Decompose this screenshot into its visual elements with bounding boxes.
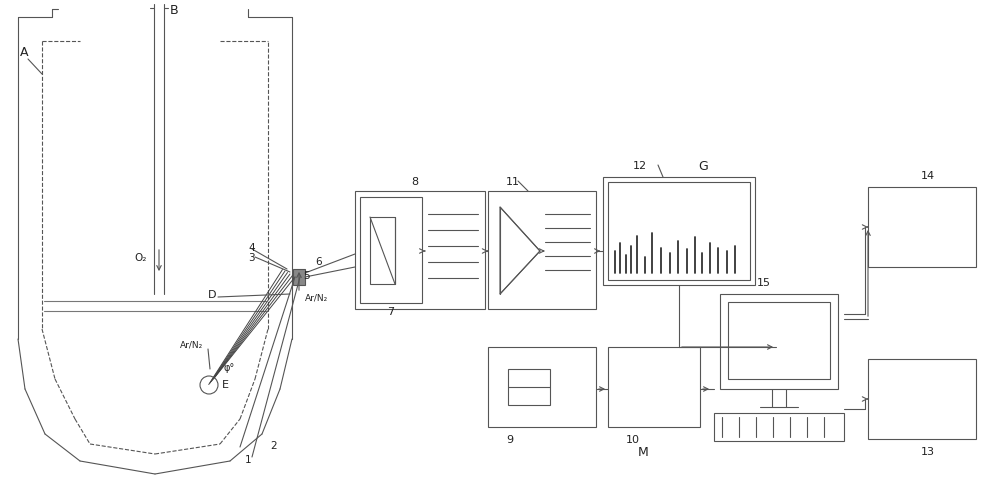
Text: 15: 15 — [757, 278, 771, 288]
Bar — [355, 191, 485, 310]
Bar — [488, 347, 596, 427]
Bar — [714, 413, 844, 441]
Polygon shape — [370, 217, 395, 285]
Text: 1: 1 — [245, 454, 252, 464]
Text: φ°: φ° — [223, 362, 234, 372]
Text: 5: 5 — [303, 271, 310, 281]
Bar — [608, 347, 700, 427]
Text: M: M — [638, 445, 649, 458]
Bar — [603, 178, 755, 286]
Text: 4: 4 — [248, 242, 255, 253]
Text: 13: 13 — [921, 446, 935, 456]
Text: Ar/N₂: Ar/N₂ — [180, 340, 203, 349]
Text: 9: 9 — [506, 434, 513, 444]
Bar — [720, 295, 838, 389]
Bar — [608, 183, 750, 281]
Text: D: D — [208, 290, 217, 300]
Text: 3: 3 — [248, 253, 255, 263]
Text: 2: 2 — [270, 440, 277, 450]
Text: G: G — [698, 159, 708, 172]
Text: A: A — [20, 46, 29, 59]
Bar — [293, 270, 305, 286]
Text: O₂: O₂ — [134, 253, 146, 263]
Text: 12: 12 — [633, 161, 647, 171]
Text: 14: 14 — [921, 171, 935, 181]
Bar — [868, 188, 976, 268]
Circle shape — [200, 376, 218, 394]
Text: Ar/N₂: Ar/N₂ — [305, 293, 328, 302]
Text: E: E — [222, 379, 229, 389]
Text: 10: 10 — [626, 434, 640, 444]
Text: 8: 8 — [411, 177, 419, 187]
Bar — [868, 359, 976, 439]
Polygon shape — [500, 207, 540, 295]
Text: 7: 7 — [387, 307, 395, 316]
Bar — [728, 303, 830, 379]
Text: 6: 6 — [315, 257, 322, 267]
Bar — [488, 191, 596, 310]
Bar — [508, 369, 550, 405]
Bar — [360, 197, 422, 304]
Text: B: B — [170, 4, 179, 17]
Text: 11: 11 — [506, 177, 520, 187]
